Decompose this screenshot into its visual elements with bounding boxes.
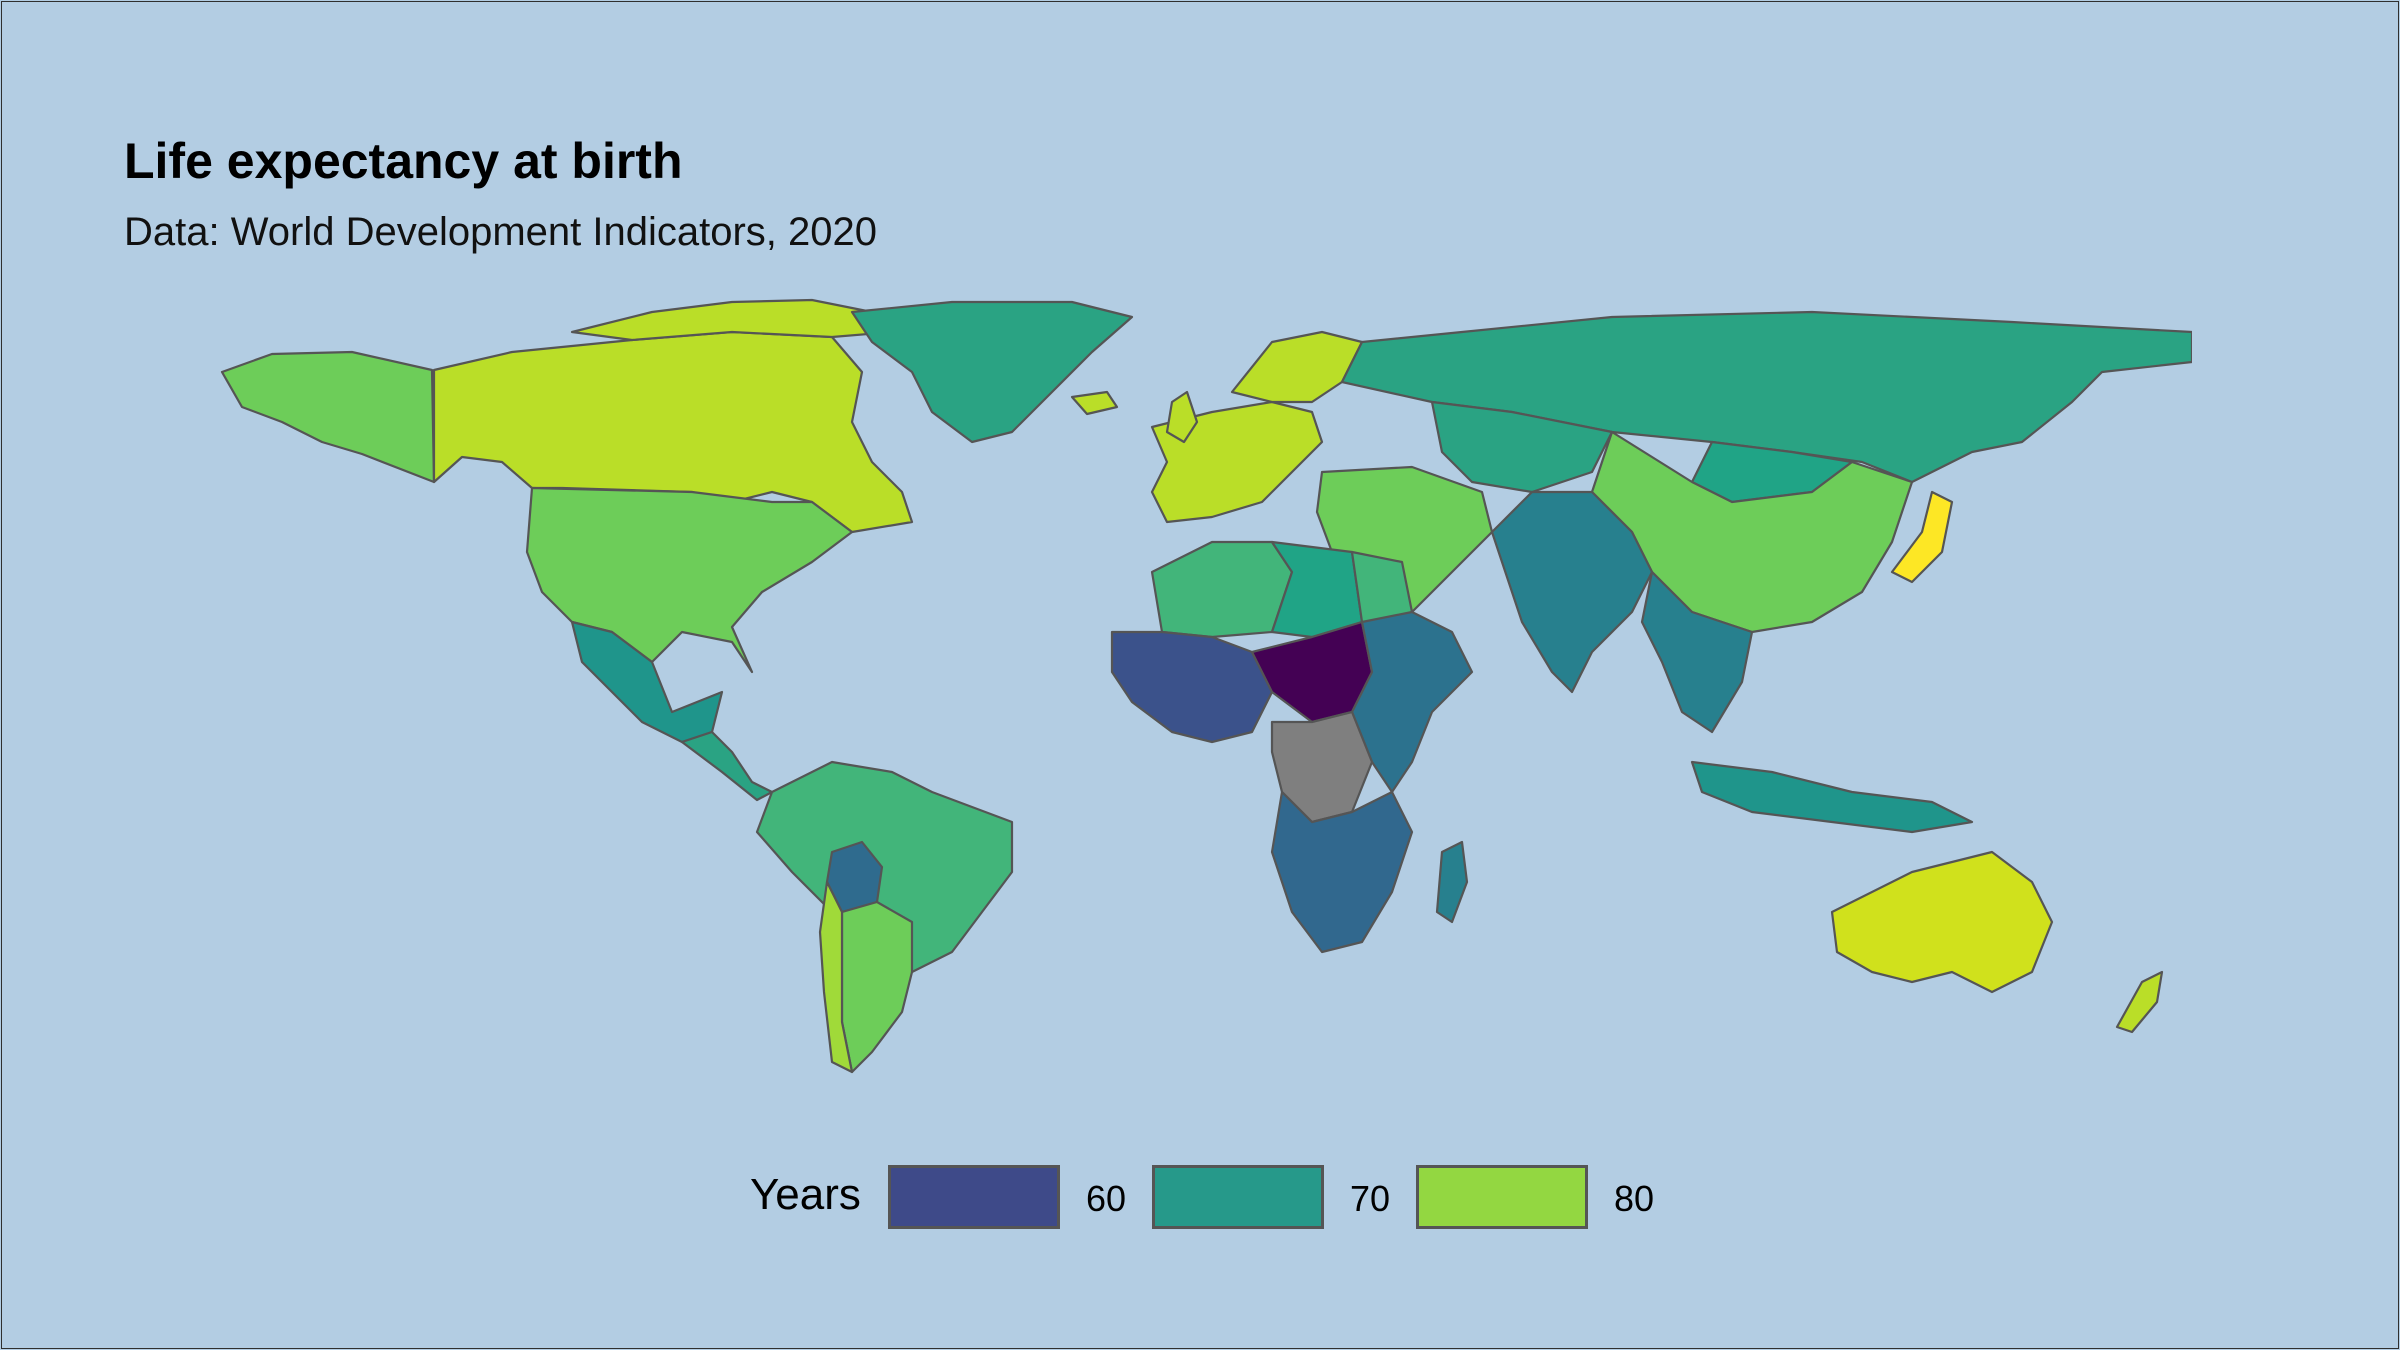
region-egypt: [1350, 550, 1414, 624]
region-greenland: [850, 300, 1134, 444]
region-chile: [818, 880, 854, 1074]
region-southern-africa: [1270, 790, 1414, 954]
region-libya: [1270, 540, 1364, 639]
region-south-america: [755, 760, 1014, 974]
world-choropleth-map: [220, 298, 2192, 1074]
region-russia: [1340, 310, 2192, 484]
region-scandinavia: [1230, 330, 1364, 404]
map-subtitle: Data: World Development Indicators, 2020: [124, 210, 877, 254]
region-iceland: [1070, 390, 1119, 416]
legend-label-80: 80: [1614, 1178, 1655, 1219]
legend-label-60: 60: [1086, 1178, 1127, 1219]
region-madagascar: [1435, 840, 1469, 924]
region-west-africa: [1110, 630, 1274, 744]
legend-title: Years: [750, 1170, 861, 1219]
legend-label-70: 70: [1350, 1178, 1391, 1219]
legend-swatch-80: [1416, 1165, 1588, 1229]
region-alaska: [220, 350, 436, 484]
map-title: Life expectancy at birth: [124, 133, 683, 189]
region-western-europe: [1150, 400, 1324, 524]
region-india: [1490, 490, 1654, 694]
region-indonesia: [1690, 760, 1974, 834]
region-japan: [1890, 490, 1954, 584]
legend-swatch-70: [1152, 1165, 1324, 1229]
region-australia: [1830, 850, 2054, 994]
region-southeast-asia: [1640, 570, 1754, 734]
region-uk: [1165, 390, 1199, 444]
region-united-states: [525, 486, 854, 674]
region-central-america: [680, 730, 774, 802]
legend-swatch-60: [888, 1165, 1060, 1229]
region-east-africa: [1350, 610, 1474, 794]
region-north-africa: [1150, 540, 1294, 639]
region-central-asia: [1430, 400, 1614, 494]
region-new-zealand: [2115, 970, 2164, 1034]
region-argentina: [840, 900, 914, 1074]
